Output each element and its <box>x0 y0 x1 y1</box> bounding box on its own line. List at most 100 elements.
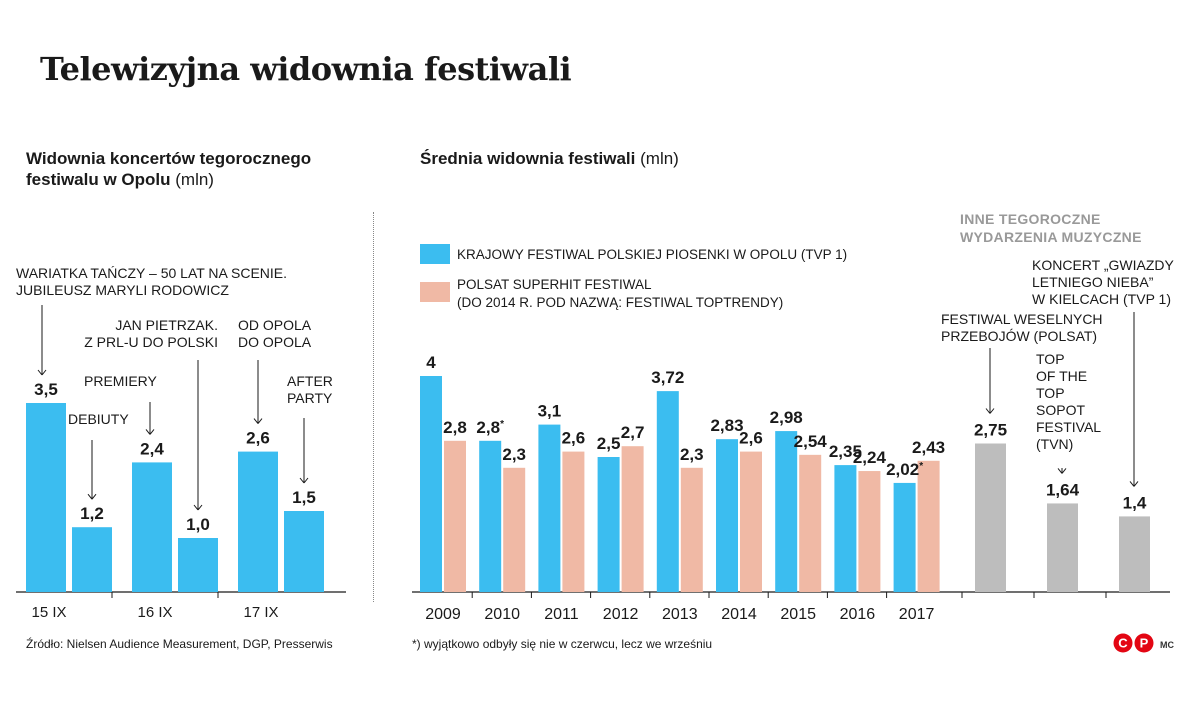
legend-label-opole: KRAJOWY FESTIWAL POLSKIEJ PIOSENKI W OPO… <box>457 246 847 264</box>
left-bar-annotation: DEBIUTY <box>68 411 129 427</box>
annotation-leader-tip <box>41 369 47 376</box>
other-events-heading: INNE TEGOROCZNE WYDARZENIA MUZYCZNE <box>960 210 1142 246</box>
right-axis-tick-label: 2009 <box>425 606 461 623</box>
right-axis-tick-label: 2010 <box>484 606 520 623</box>
right-chart-unit: (mln) <box>640 149 679 168</box>
polsat-bar-2011 <box>562 451 585 592</box>
annotation-leader-tip <box>193 504 199 511</box>
annotation-leader-tip <box>985 408 991 414</box>
opole-bar-2013 <box>656 391 679 592</box>
polsat-bar-2013 <box>680 467 703 592</box>
opole-bar-2012 <box>597 457 620 592</box>
left-bar-annotation: WARIATKA TAŃCZY – 50 LAT NA SCENIE. JUBIL… <box>16 265 287 298</box>
polsat-bar-value-label: 2,6 <box>562 429 586 448</box>
left-bar-value-label: 2,4 <box>140 439 164 458</box>
other-event-annotation: TOP OF THE TOP SOPOT FESTIVAL (TVN) <box>1036 351 1101 452</box>
footnote: *) wyjątkowo odbyły się nie w czerwcu, l… <box>412 637 713 651</box>
polsat-bar-2010 <box>503 467 526 592</box>
polsat-bar-value-label: 2,8 <box>443 418 467 437</box>
right-axis-tick-label: 2016 <box>840 606 876 623</box>
annotation-leader-tip <box>1133 481 1139 487</box>
annotation-leader-tip <box>37 369 43 376</box>
legend-label-line: KRAJOWY FESTIWAL POLSKIEJ PIOSENKI W OPO… <box>457 247 848 262</box>
left-chart-subtitle: Widownia koncertów tegorocznego festiwal… <box>26 148 356 190</box>
opole-bar-value-label: 2,98 <box>770 408 803 427</box>
annotation-leader-tip <box>197 504 203 511</box>
opole-bar-value-label: 4 <box>426 353 436 372</box>
other-event-annotation: FESTIWAL WESELNYCH PRZEBOJÓW (POLSAT) <box>941 311 1103 344</box>
polsat-bar-2012 <box>621 446 644 592</box>
annotation-leader-tip <box>257 418 263 424</box>
opole-bar-2009 <box>420 376 442 592</box>
legend-label-polsat: POLSAT SUPERHIT FESTIWAL (DO 2014 R. POD… <box>457 276 783 312</box>
left-axis-tick-label: 16 IX <box>137 604 172 621</box>
polsat-bar-value-label: 2,3 <box>502 445 526 464</box>
annotation-leader-tip <box>149 429 155 435</box>
left-chart-subtitle-text: Widownia koncertów tegorocznego festiwal… <box>26 149 312 189</box>
polsat-bar-value-label: 2,54 <box>794 432 828 451</box>
opole-bar-value-label: 2,8* <box>476 418 504 437</box>
opole-bar-value-label: 2,35 <box>829 442 862 461</box>
polsat-bar-2015 <box>799 454 822 592</box>
annotation-leader-tip <box>303 477 309 484</box>
right-axis-tick-label: 2014 <box>721 606 757 623</box>
source-note: Źródło: Nielsen Audience Measurement, DG… <box>26 637 333 651</box>
left-chart-unit: (mln) <box>175 170 214 189</box>
left-bar-annotation: JAN PIETRZAK. Z PRL-U DO POLSKI <box>84 317 218 350</box>
legend-label-line: POLSAT SUPERHIT FESTIWAL <box>457 277 652 292</box>
logo-letter-left: C <box>1118 636 1128 651</box>
polsat-bar-value-label: 2,43 <box>912 438 945 457</box>
left-bar-2 <box>132 462 172 592</box>
right-axis-tick-label: 2011 <box>544 606 579 623</box>
opole-bar-2016 <box>834 465 857 592</box>
legend-label-line: (DO 2014 R. POD NAZWĄ: FESTIWAL TOPTREND… <box>457 295 784 310</box>
other-event-value-label: 1,4 <box>1123 493 1147 512</box>
annotation-leader-tip <box>253 418 259 424</box>
polsat-bar-value-label: 2,6 <box>739 429 763 448</box>
other-event-annotation: KONCERT „GWIAZDY LETNIEGO NIEBA” W KIELCAC… <box>1032 257 1174 307</box>
opole-bar-value-label: 2,5 <box>597 434 621 453</box>
publisher-logo: C P <box>1113 633 1154 653</box>
polsat-bar-2017 <box>917 460 940 592</box>
annotation-leader-tip <box>87 493 93 500</box>
left-axis-tick-label: 17 IX <box>243 604 278 621</box>
opole-bar-value-label: 2,83 <box>710 416 743 435</box>
right-chart-subtitle: Średnia widownia festiwali (mln) <box>420 148 840 169</box>
chart-divider <box>373 212 374 602</box>
polsat-bar-value-label: 2,3 <box>680 445 704 464</box>
annotation-leader-tip <box>299 477 305 484</box>
left-bar-4 <box>238 451 278 592</box>
annotation-leader-tip <box>1057 468 1063 474</box>
left-bar-value-label: 3,5 <box>34 380 58 399</box>
left-bar-5 <box>284 511 324 592</box>
polsat-bar-2014 <box>740 451 762 592</box>
left-bar-value-label: 1,2 <box>80 504 104 523</box>
legend-swatch-salmon <box>420 282 450 302</box>
left-bar-annotation: OD OPOLA DO OPOLA <box>238 317 312 350</box>
opole-bar-2017 <box>893 482 916 592</box>
annotation-leader-tip <box>91 493 97 500</box>
other-event-bar-2 <box>1119 516 1150 592</box>
opole-bar-2014 <box>716 439 738 592</box>
right-axis-tick-label: 2012 <box>603 606 639 623</box>
annotation-leader-tip <box>145 429 151 435</box>
polsat-bar-value-label: 2,24 <box>853 448 887 467</box>
right-axis-tick-label: 2013 <box>662 606 698 623</box>
other-events-heading-line: WYDARZENIA MUZYCZNE <box>960 229 1142 245</box>
left-bar-annotation: PREMIERY <box>84 373 158 389</box>
opole-bar-2015 <box>775 431 798 592</box>
opole-bar-2010 <box>479 440 502 592</box>
annotation-leader-tip <box>1061 468 1067 474</box>
other-event-value-label: 1,64 <box>1046 480 1080 499</box>
left-bar-value-label: 1,5 <box>292 488 316 507</box>
right-chart-subtitle-text: Średnia widownia festiwali <box>420 149 636 168</box>
left-bar-value-label: 1,0 <box>186 515 210 534</box>
page-title: Telewizyjna widownia festiwali <box>40 50 572 88</box>
opole-bar-value-label: 3,1 <box>538 402 562 421</box>
left-axis-tick-label: 15 IX <box>31 604 66 621</box>
left-bar-1 <box>72 527 112 592</box>
left-bar-0 <box>26 403 66 592</box>
logo-letter-right: P <box>1140 636 1149 651</box>
other-events-heading-line: INNE TEGOROCZNE <box>960 211 1101 227</box>
